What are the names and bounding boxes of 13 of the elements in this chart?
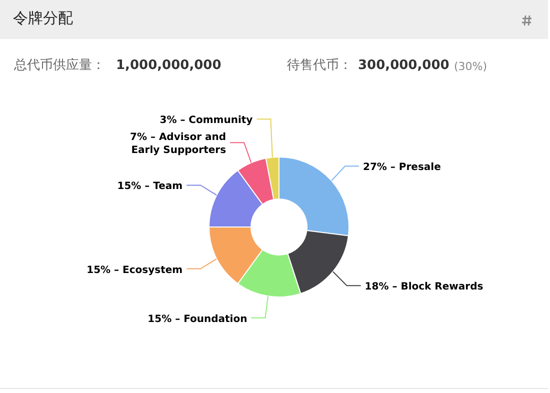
slice-label: 18% – Block Rewards (364, 282, 484, 293)
slice-label: 15% – Team (117, 181, 183, 192)
slice-label: 15% – Ecosystem (86, 264, 183, 276)
slice-label: 27% – Presale (363, 162, 442, 174)
slice-label: 15% – Foundation (148, 314, 248, 325)
text: 300,000,000 (358, 57, 450, 75)
chart-title: 令牌分配 (13, 9, 73, 28)
text: 1,000,000,000 (116, 57, 222, 75)
text: 总代币供应量： (14, 57, 105, 75)
slice-label: 3% – Community (160, 115, 254, 126)
slice-label: 7% – Advisor and Early Supporters (130, 132, 226, 156)
text: 待售代币： (287, 57, 352, 75)
text: (30%) (454, 59, 488, 75)
